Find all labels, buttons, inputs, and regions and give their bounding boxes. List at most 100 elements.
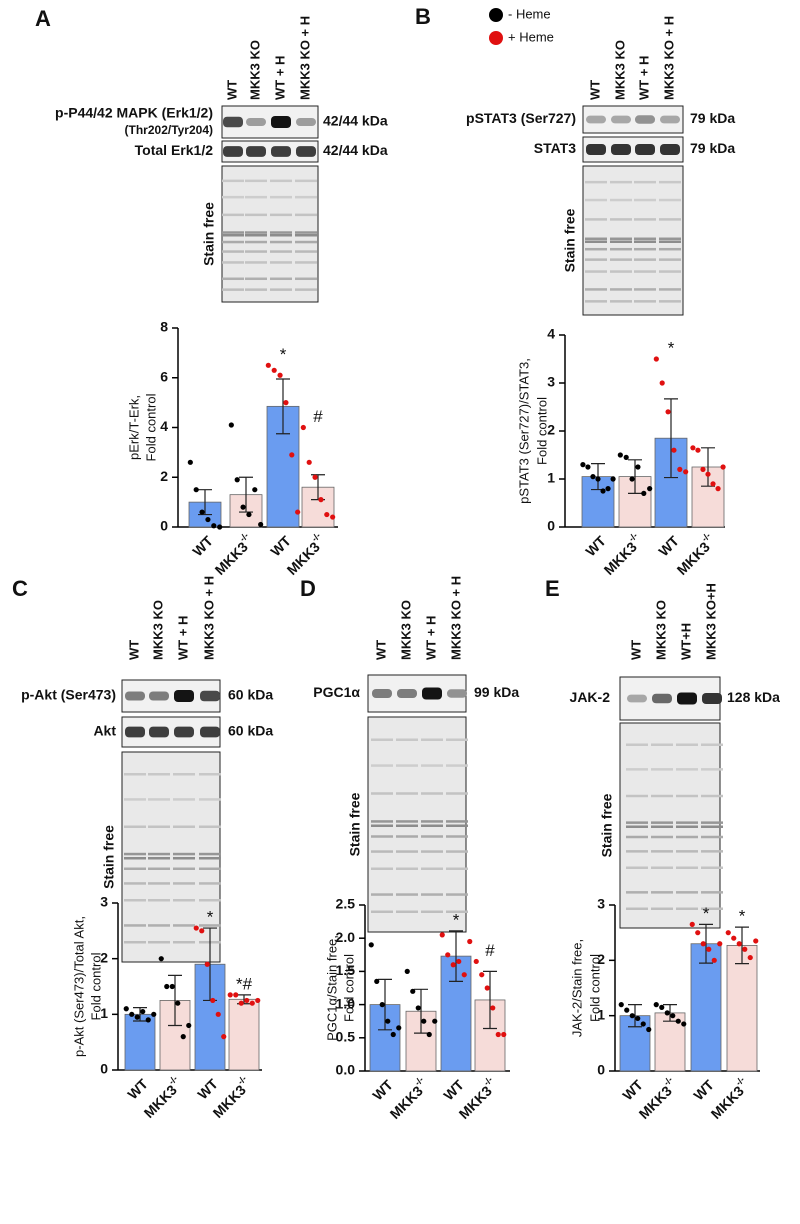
lane-label: MKK3 KO	[247, 40, 262, 100]
stain-band	[701, 891, 723, 894]
data-point	[647, 486, 653, 492]
stain-band	[245, 240, 267, 244]
stain-band	[421, 820, 443, 823]
y-tick-label: 3	[597, 896, 605, 912]
lane-label: WT	[126, 640, 141, 660]
stain-band	[270, 213, 292, 217]
bar	[228, 998, 260, 1071]
data-point	[467, 938, 473, 945]
data-point	[318, 497, 324, 503]
stain-band	[222, 195, 244, 199]
stain-band	[676, 743, 698, 746]
stain-label: Stain free	[562, 208, 578, 272]
stain-band	[676, 794, 698, 798]
annotation: #	[313, 407, 323, 426]
band	[223, 146, 243, 157]
row-label: p-Akt (Ser473)	[21, 687, 116, 703]
stain-band	[245, 288, 267, 291]
stain-band	[148, 857, 170, 860]
data-point	[169, 983, 175, 990]
category: WT	[124, 1075, 151, 1102]
annotation: *#	[236, 974, 253, 993]
y-axis-label: Fold control	[534, 397, 549, 465]
x-tick-label: MKK3-/-	[139, 1074, 186, 1121]
stain-band	[222, 261, 244, 264]
data-point	[479, 972, 485, 978]
data-point	[390, 1031, 396, 1038]
stain-band	[173, 882, 195, 885]
stain-band	[245, 195, 267, 199]
stain-band	[610, 218, 632, 221]
stain-band	[651, 850, 673, 853]
bar	[124, 1013, 156, 1071]
stain-band	[585, 180, 607, 184]
stain-band	[585, 247, 607, 251]
band	[200, 726, 220, 738]
x-tick-label: MKK3-/-	[599, 531, 646, 578]
lane-label: WT + H	[175, 616, 190, 660]
data-point	[187, 459, 193, 465]
stain-band	[148, 941, 170, 944]
band	[149, 691, 169, 701]
stain-band	[295, 179, 317, 183]
stain-band	[371, 820, 393, 823]
stain-band	[634, 300, 656, 303]
row-label: Akt	[93, 723, 116, 739]
row-sublabel: (Thr202/Tyr204)	[125, 123, 213, 137]
data-point	[330, 514, 336, 520]
stain-band	[295, 240, 317, 244]
stain-band	[245, 179, 267, 183]
annotation: *	[668, 338, 675, 357]
x-tick-label: WT	[369, 1076, 396, 1103]
y-tick-label: 0.5	[336, 1029, 356, 1045]
y-tick-label: 1	[547, 470, 555, 486]
stain-band	[371, 792, 393, 795]
data-point	[585, 464, 591, 470]
x-tick-label: WT	[582, 532, 609, 559]
stain-band	[446, 893, 468, 896]
data-point	[199, 928, 205, 934]
stain-band	[446, 792, 468, 795]
band	[174, 690, 194, 702]
error-bar	[663, 1004, 677, 1022]
category: WT	[189, 532, 216, 559]
stain-band	[610, 288, 632, 291]
data-point	[246, 511, 252, 518]
kda-label: 128 kDa	[727, 689, 780, 705]
stain-band	[173, 773, 195, 776]
error-bar	[735, 926, 749, 965]
stain-band	[222, 231, 244, 234]
data-point	[415, 1005, 421, 1011]
stain-band	[701, 794, 723, 798]
y-tick-label: 3	[100, 894, 108, 910]
lane-label: WT	[628, 640, 643, 660]
stain-band	[199, 857, 221, 860]
stain-band	[245, 261, 267, 264]
data-point	[450, 962, 456, 968]
stain-band	[124, 825, 146, 828]
stain-band	[659, 258, 681, 261]
stain-band	[421, 893, 443, 896]
lane-label: MKK3 KO + H	[201, 576, 216, 660]
y-axis-label: Fold control	[143, 393, 158, 461]
stain-band	[610, 240, 632, 243]
data-point	[640, 1021, 646, 1027]
stain-band	[396, 792, 418, 795]
stain-band	[421, 910, 443, 913]
data-point	[624, 1007, 630, 1013]
y-tick-label: 6	[160, 368, 168, 384]
stain-band	[270, 261, 292, 264]
lane-label: WT + H	[272, 56, 287, 100]
x-tick-label: WT	[194, 1075, 221, 1102]
band	[586, 143, 606, 156]
annotation: *	[280, 345, 287, 364]
stain-band	[173, 798, 195, 801]
lane-label: MKK3 KO	[612, 40, 627, 100]
data-point	[244, 997, 250, 1004]
data-point	[690, 445, 696, 451]
error-bar	[378, 978, 392, 1031]
x-tick-label: MKK3-/-	[210, 531, 257, 578]
row-label: p-P44/42 MAPK (Erk1/2)	[55, 105, 213, 121]
data-point	[665, 409, 671, 415]
stain-band	[124, 867, 146, 870]
